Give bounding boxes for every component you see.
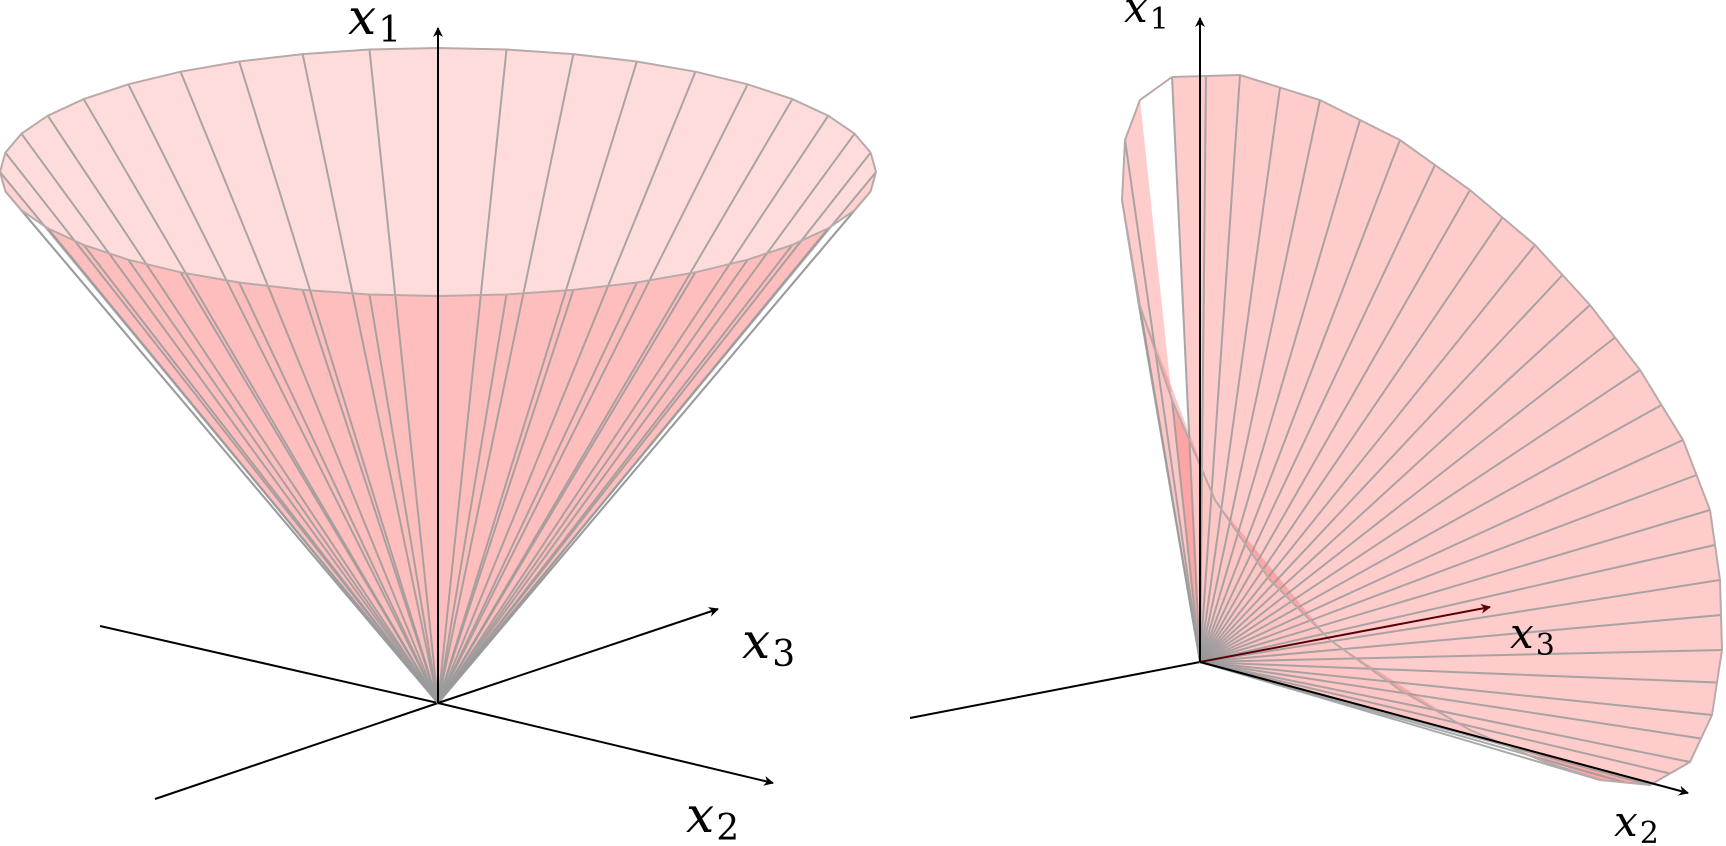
right-cone-generator-line	[1199, 474, 1697, 663]
right-cone-generator-line	[1199, 164, 1436, 663]
right-cone-generator-line	[1199, 244, 1536, 663]
right-cone-generator-line	[1199, 87, 1281, 663]
left-cone-generator-line	[301, 53, 439, 704]
right-cone-generator-line	[1171, 399, 1201, 663]
left-cone-generator-line	[437, 61, 638, 704]
right-cone-generator-line	[1199, 99, 1321, 663]
right-cone-generator-line	[1199, 189, 1471, 663]
left-cone-rim	[0, 46, 877, 298]
left-cone-front-generators	[0, 171, 877, 704]
right-cone-generator-line	[1199, 579, 1721, 663]
right-cone-generator-line	[1199, 661, 1691, 763]
right-cone-generator-line	[1199, 369, 1641, 663]
right-cone-generator-line	[1199, 661, 1671, 775]
left-cone-generator-line	[437, 227, 830, 704]
left-cone-generator-line	[179, 271, 439, 704]
left-x1-label: x1	[348, 0, 401, 51]
left-cone-generator-line	[437, 271, 697, 704]
left-cone-generator-line	[301, 289, 439, 704]
right-cone-panel: x1 x3 x2	[909, 0, 1724, 846]
right-cone-generator-line	[1199, 119, 1361, 663]
left-cone-generator-line	[127, 259, 439, 704]
right-cone-generator-line	[1199, 439, 1684, 663]
left-cone-generator-line	[437, 282, 638, 704]
right-x3-axis-back	[909, 661, 1201, 719]
right-cone-generator-line	[1137, 299, 1201, 663]
left-cone-generator-line	[437, 133, 856, 704]
right-cone-generator-line	[1199, 139, 1401, 663]
left-cone-generator-line	[437, 49, 508, 704]
left-x2-axis-back	[99, 625, 439, 704]
right-cone-generator-line	[1199, 74, 1241, 663]
right-cone-back-surface	[1122, 75, 1722, 785]
left-x2-label: x2	[686, 786, 739, 846]
right-cone-generator-line	[1199, 404, 1662, 663]
left-cone-generator-line	[127, 83, 439, 704]
left-cone-generator-line	[437, 244, 794, 704]
right-cone-generator-line	[1199, 614, 1722, 663]
left-cone-generator-line	[437, 294, 508, 704]
left-x2-axis-front	[437, 702, 774, 786]
left-cone-generator-line	[46, 115, 439, 704]
right-cone-generator-line	[1199, 661, 1713, 716]
left-cone-generator-line	[368, 49, 439, 704]
right-cone-generator-line	[1199, 661, 1702, 740]
right-cone-generator-line	[1199, 544, 1716, 663]
right-x2-label: x2	[1614, 797, 1659, 846]
right-cone-generator-line	[1199, 661, 1601, 781]
right-x3-label: x3	[1510, 609, 1555, 663]
left-cone-panel: x1 x3 x2	[0, 0, 877, 846]
right-cone-generator-line	[1199, 649, 1723, 663]
right-cone-generator-line	[1199, 336, 1616, 663]
left-cone-generator-line	[437, 209, 856, 704]
left-cone-generator-line	[238, 282, 439, 704]
left-cone-generator-line	[437, 53, 575, 704]
left-cone-generator-line	[437, 289, 575, 704]
left-cone-generator-line	[368, 294, 439, 704]
right-cone-rim	[1120, 73, 1724, 787]
right-cone-generator-line	[1199, 216, 1504, 663]
left-cone-generator-line	[437, 71, 697, 704]
left-x3-axis-back	[154, 702, 439, 800]
right-cone-generator-line	[1199, 661, 1718, 684]
right-cone-generator-line	[1199, 274, 1564, 663]
right-x3-axis	[1199, 603, 1491, 663]
right-x2-axis	[1199, 661, 1689, 796]
left-cone-generator-line	[437, 259, 749, 704]
left-cone-generator-line	[437, 83, 749, 704]
right-x1-label: x1	[1124, 0, 1169, 37]
left-cone-generator-line	[4, 190, 439, 704]
left-cone-generator-line	[179, 71, 439, 704]
left-x3-axis-front	[437, 607, 719, 704]
right-cone-generator-line	[1124, 139, 1201, 663]
right-cone-generator-line	[1199, 304, 1591, 663]
right-cone-generator-line	[1171, 76, 1201, 663]
left-cone-generator-line	[0, 171, 439, 704]
right-cone-generators	[1121, 74, 1723, 786]
left-cone-generator-line	[82, 244, 439, 704]
left-cone-generator-line	[20, 133, 439, 704]
right-cone	[1120, 73, 1724, 787]
left-x3-label: x3	[742, 612, 795, 675]
right-cone-generator-line	[1199, 509, 1711, 663]
left-cone-generator-line	[238, 61, 439, 704]
left-cone-generator-line	[437, 115, 830, 704]
